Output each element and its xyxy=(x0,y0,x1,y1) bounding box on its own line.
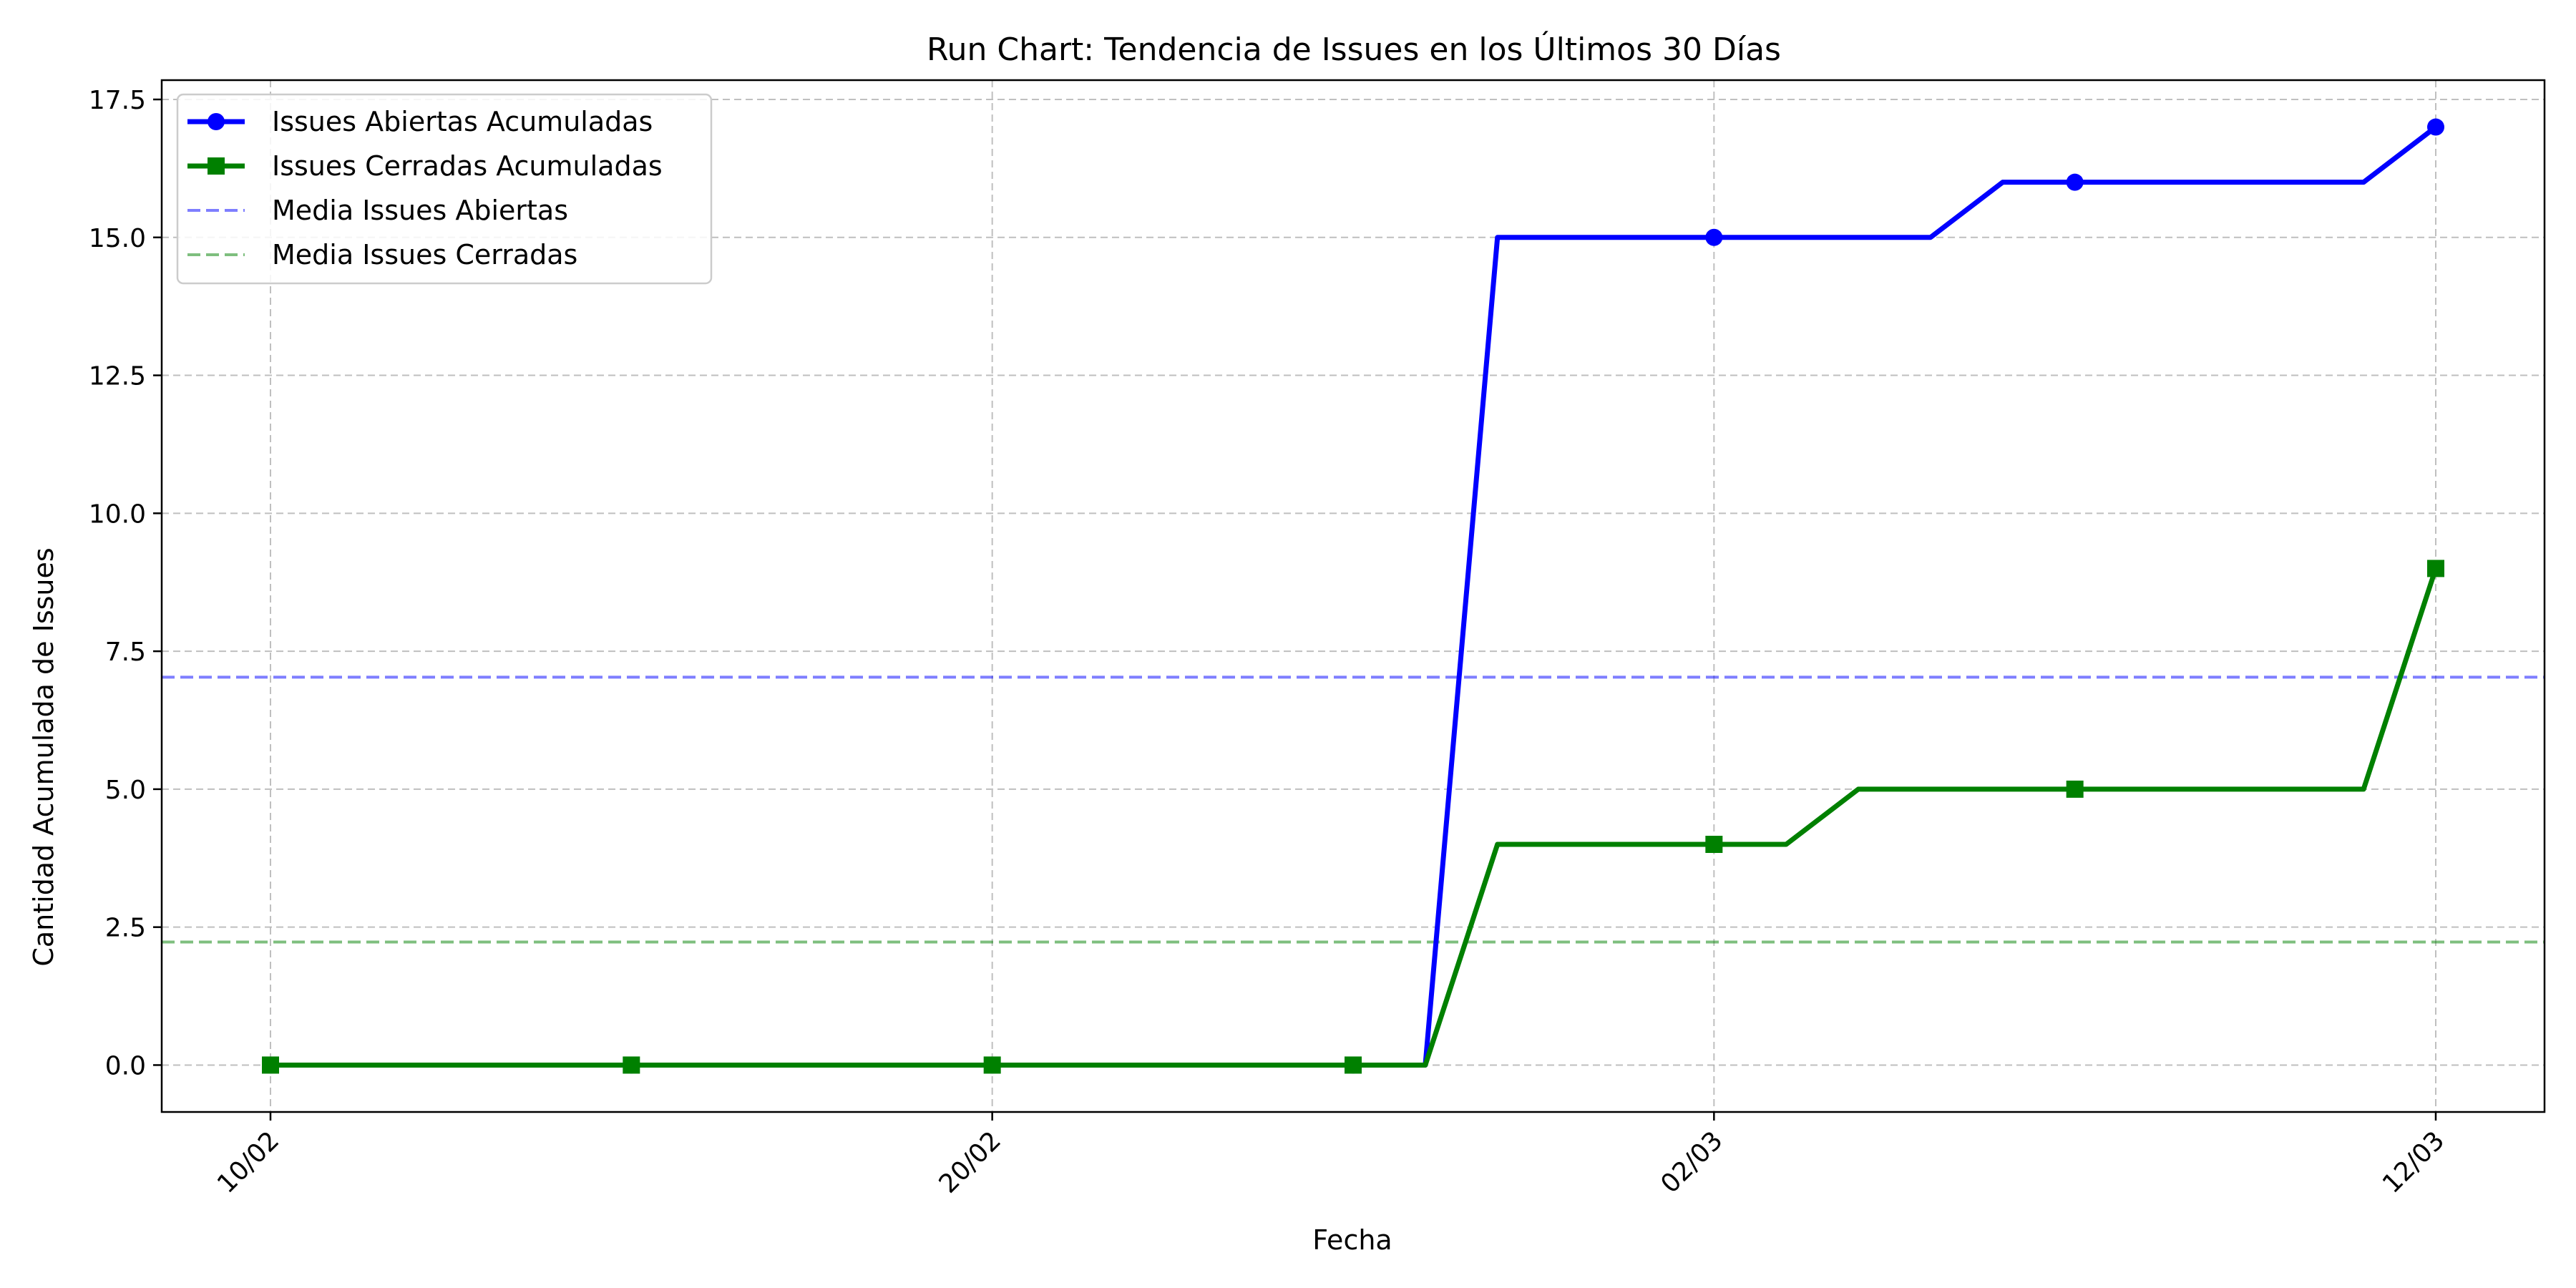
y-axis-label: Cantidad Acumulada de Issues xyxy=(28,547,59,966)
y-tick-label: 12.5 xyxy=(89,362,146,391)
legend-label: Media Issues Abiertas xyxy=(272,195,568,226)
data-point xyxy=(1705,228,1723,246)
data-point xyxy=(2427,560,2444,577)
reference-lines xyxy=(162,675,2545,944)
data-point xyxy=(2066,173,2084,191)
data-point xyxy=(623,1056,640,1074)
legend-label: Issues Abiertas Acumuladas xyxy=(272,106,653,137)
y-tick-label: 10.0 xyxy=(89,499,146,529)
x-tick-label: 10/02 xyxy=(212,1126,285,1199)
y-tick-label: 15.0 xyxy=(89,224,146,253)
y-tick-label: 0.0 xyxy=(105,1051,146,1080)
y-tick-label: 7.5 xyxy=(105,638,146,667)
plot-frame xyxy=(160,79,2546,1113)
x-axis-ticks: 10/02 20/02 02/03 12/03 xyxy=(212,1112,2450,1199)
data-point xyxy=(1705,836,1723,854)
legend-label: Media Issues Cerradas xyxy=(272,239,577,270)
legend-marker xyxy=(208,157,225,175)
y-tick-label: 2.5 xyxy=(105,914,146,943)
data-point xyxy=(2427,118,2444,136)
legend-label: Issues Cerradas Acumuladas xyxy=(272,150,663,182)
legend: Issues Abiertas Acumuladas Issues Cerrada… xyxy=(176,93,713,285)
legend-box xyxy=(176,93,713,285)
x-tick-label: 02/03 xyxy=(1655,1126,1728,1199)
series-line xyxy=(270,567,2439,1068)
x-axis-label: Fecha xyxy=(1312,1224,1392,1256)
series xyxy=(262,118,2444,1074)
x-tick-label: 20/02 xyxy=(934,1126,1007,1199)
data-point xyxy=(983,1056,1001,1074)
y-tick-label: 5.0 xyxy=(105,776,146,805)
y-axis-ticks: 0.0 2.5 5.0 7.5 10.0 12.5 15.0 17.5 xyxy=(89,86,162,1080)
chart-title: Run Chart: Tendencia de Issues en los Úl… xyxy=(927,30,1781,68)
data-point xyxy=(2066,780,2084,798)
legend-marker xyxy=(208,113,225,130)
y-tick-label: 17.5 xyxy=(89,86,146,115)
data-point xyxy=(1345,1056,1362,1074)
data-point xyxy=(262,1056,279,1074)
x-tick-label: 12/03 xyxy=(2377,1126,2450,1199)
